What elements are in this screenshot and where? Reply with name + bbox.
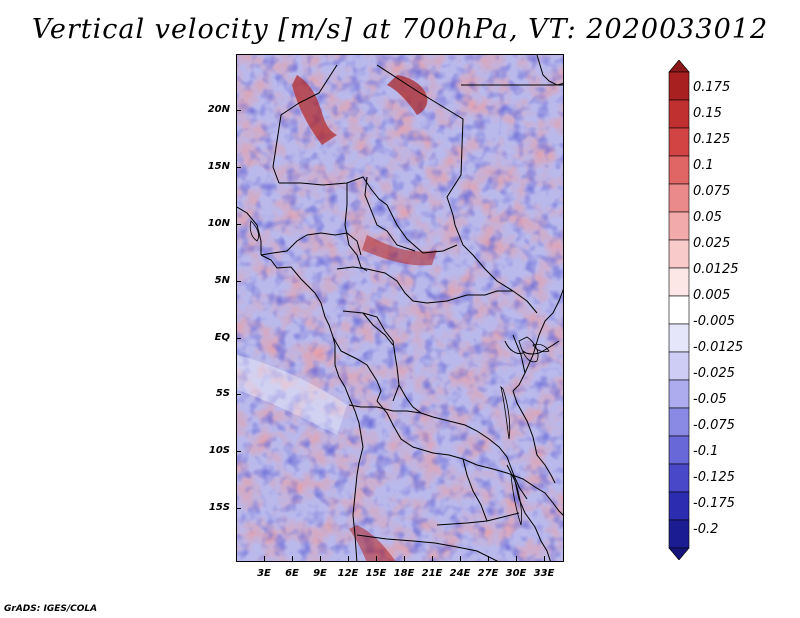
lat-label: 5S bbox=[215, 388, 230, 399]
country-borders bbox=[237, 55, 563, 561]
colorbar-label: -0.175 bbox=[693, 496, 735, 511]
colorbar-segment bbox=[668, 491, 690, 521]
lon-tick bbox=[376, 556, 377, 561]
lat-tick bbox=[236, 281, 241, 282]
lon-label: 9E bbox=[313, 568, 327, 579]
lon-label: 15E bbox=[365, 568, 387, 579]
colorbar-segment bbox=[668, 547, 690, 560]
lon-tick bbox=[488, 556, 489, 561]
colorbar-segment bbox=[668, 127, 690, 157]
lon-tick bbox=[264, 556, 265, 561]
colorbar-label: 0.025 bbox=[693, 236, 731, 251]
lakes bbox=[249, 220, 550, 526]
lon-tick bbox=[320, 556, 321, 561]
lat-label: 20N bbox=[207, 104, 230, 115]
colorbar-label: -0.025 bbox=[693, 366, 735, 381]
lon-label: 12E bbox=[337, 568, 359, 579]
colorbar-segment bbox=[668, 323, 690, 353]
colorbar-label: -0.0125 bbox=[693, 340, 744, 355]
colorbar-segment bbox=[668, 407, 690, 437]
lat-tick bbox=[236, 167, 241, 168]
lat-tick bbox=[236, 508, 241, 509]
lon-label: 33E bbox=[533, 568, 555, 579]
lon-label: 6E bbox=[285, 568, 299, 579]
lat-label: 10S bbox=[208, 445, 230, 456]
colorbar-segment bbox=[668, 183, 690, 213]
lon-tick bbox=[292, 556, 293, 561]
colorbar-label: 0.15 bbox=[693, 106, 722, 121]
colorbar-segment bbox=[668, 379, 690, 409]
colorbar-segment bbox=[668, 435, 690, 465]
colorbar-label: -0.075 bbox=[693, 418, 735, 433]
colorbar bbox=[668, 60, 690, 560]
lat-label: 5N bbox=[214, 275, 230, 286]
lat-tick bbox=[236, 224, 241, 225]
lon-tick bbox=[432, 556, 433, 561]
lon-label: 21E bbox=[421, 568, 443, 579]
lat-tick bbox=[236, 451, 241, 452]
colorbar-segment bbox=[668, 71, 690, 101]
colorbar-segment bbox=[668, 463, 690, 493]
colorbar-label: -0.2 bbox=[693, 522, 719, 537]
lon-tick bbox=[404, 556, 405, 561]
lon-label: 24E bbox=[449, 568, 471, 579]
colorbar-label: 0.0125 bbox=[693, 262, 739, 277]
lon-label: 3E bbox=[257, 568, 271, 579]
velocity-field bbox=[237, 55, 563, 561]
colorbar-label: 0.05 bbox=[693, 210, 722, 225]
lat-label: 15S bbox=[208, 502, 230, 513]
lat-tick bbox=[236, 394, 241, 395]
colorbar-segment bbox=[668, 267, 690, 297]
colorbar-segment bbox=[668, 351, 690, 381]
colorbar-segment bbox=[668, 60, 690, 73]
lon-label: 18E bbox=[393, 568, 415, 579]
colorbar-label: 0.175 bbox=[693, 80, 731, 95]
lon-tick bbox=[516, 556, 517, 561]
lon-tick bbox=[460, 556, 461, 561]
lon-label: 30E bbox=[505, 568, 527, 579]
chart-title: Vertical velocity [m/s] at 700hPa, VT: 2… bbox=[31, 14, 769, 45]
colorbar-label: -0.005 bbox=[693, 314, 735, 329]
lat-tick bbox=[236, 110, 241, 111]
map-plot-area bbox=[236, 54, 564, 562]
colorbar-label: -0.05 bbox=[693, 392, 727, 407]
colorbar-label: 0.075 bbox=[693, 184, 731, 199]
colorbar-segment bbox=[668, 155, 690, 185]
colorbar-segment bbox=[668, 99, 690, 129]
lon-label: 27E bbox=[477, 568, 499, 579]
colorbar-label: -0.125 bbox=[693, 470, 735, 485]
colorbar-segment bbox=[668, 519, 690, 549]
lat-label: EQ bbox=[214, 332, 230, 343]
colorbar-segment bbox=[668, 295, 690, 325]
footer-credit: GrADS: IGES/COLA bbox=[4, 604, 98, 614]
lat-label: 15N bbox=[207, 161, 230, 172]
colorbar-segment bbox=[668, 239, 690, 269]
lon-tick bbox=[544, 556, 545, 561]
lat-tick bbox=[236, 338, 241, 339]
lat-label: 10N bbox=[207, 218, 230, 229]
lon-tick bbox=[348, 556, 349, 561]
colorbar-label: -0.1 bbox=[693, 444, 719, 459]
colorbar-label: 0.1 bbox=[693, 158, 714, 173]
colorbar-label: 0.005 bbox=[693, 288, 731, 303]
colorbar-label: 0.125 bbox=[693, 132, 731, 147]
colorbar-segment bbox=[668, 211, 690, 241]
